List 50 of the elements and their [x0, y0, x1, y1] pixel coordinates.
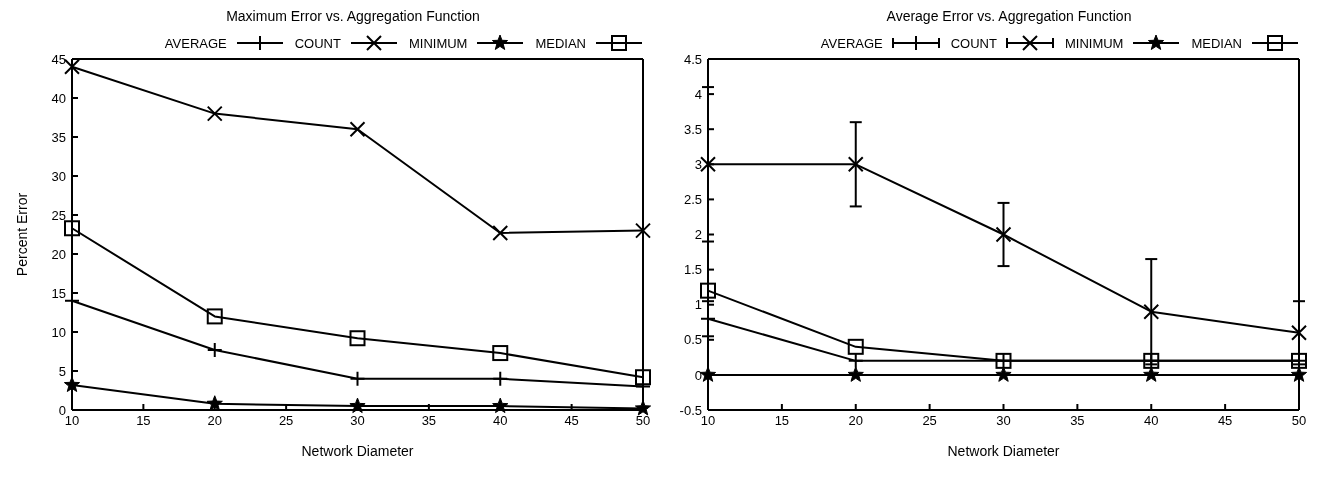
chart-title: Maximum Error vs. Aggregation Function: [225, 8, 481, 26]
y-tick-label: -0.5: [679, 402, 702, 418]
y-tick-label: 1.5: [683, 262, 702, 278]
x-tick-label: 35: [1070, 413, 1085, 429]
legend-label: MEDIAN: [1191, 35, 1242, 51]
y-tick-label: 10: [51, 324, 66, 340]
x-tick-label: 50: [1291, 413, 1307, 429]
x-tick-label: 20: [207, 413, 222, 429]
x-tick-label: 35: [421, 413, 437, 429]
x-tick-label: 50: [635, 413, 651, 429]
legend-label: MEDIAN: [535, 35, 586, 51]
y-tick-label: 2.5: [683, 192, 702, 208]
chart-title: Average Error vs. Aggregation Function: [885, 8, 1133, 26]
y-tick-label: 2: [694, 227, 702, 243]
y-tick-label: 0: [58, 402, 66, 418]
y-tick-label: 45: [51, 51, 66, 67]
y-tick-label: 5: [58, 363, 66, 379]
x-tick-label: 45: [1217, 413, 1233, 429]
x-tick-label: 15: [136, 413, 151, 429]
legend-label: AVERAGE: [164, 35, 227, 51]
x-tick-label: 30: [350, 413, 365, 429]
y-tick-label: 0.5: [683, 332, 702, 348]
y-tick-label: 4.5: [683, 51, 702, 67]
x-tick-label: 20: [848, 413, 863, 429]
x-tick-label: 45: [564, 413, 579, 429]
y-axis-title: Percent Error: [13, 192, 30, 277]
legend-label: COUNT: [950, 35, 997, 51]
x-axis-title: Network Diameter: [947, 443, 1060, 459]
legend-label: COUNT: [294, 35, 341, 51]
y-tick-label: 20: [51, 246, 66, 262]
legend-label: AVERAGE: [820, 35, 883, 51]
y-tick-label: 1: [694, 297, 702, 313]
x-tick-label: 25: [278, 413, 294, 429]
legend-label: MINIMUM: [1064, 35, 1124, 51]
x-tick-label: 30: [996, 413, 1011, 429]
x-tick-label: 40: [493, 413, 508, 429]
y-tick-label: 4: [694, 86, 702, 102]
y-tick-label: 3: [694, 156, 702, 172]
x-axis-title: Network Diameter: [301, 443, 414, 459]
x-tick-label: 15: [774, 413, 790, 429]
y-tick-label: 3.5: [683, 121, 702, 137]
legend-label: MINIMUM: [408, 35, 468, 51]
y-tick-label: 35: [51, 129, 66, 145]
y-tick-label: 0: [694, 367, 702, 383]
y-tick-label: 40: [51, 90, 66, 106]
y-tick-label: 15: [51, 285, 66, 301]
y-tick-label: 25: [51, 207, 66, 223]
x-tick-label: 25: [922, 413, 937, 429]
y-tick-label: 30: [51, 168, 66, 184]
x-tick-label: 40: [1144, 413, 1159, 429]
